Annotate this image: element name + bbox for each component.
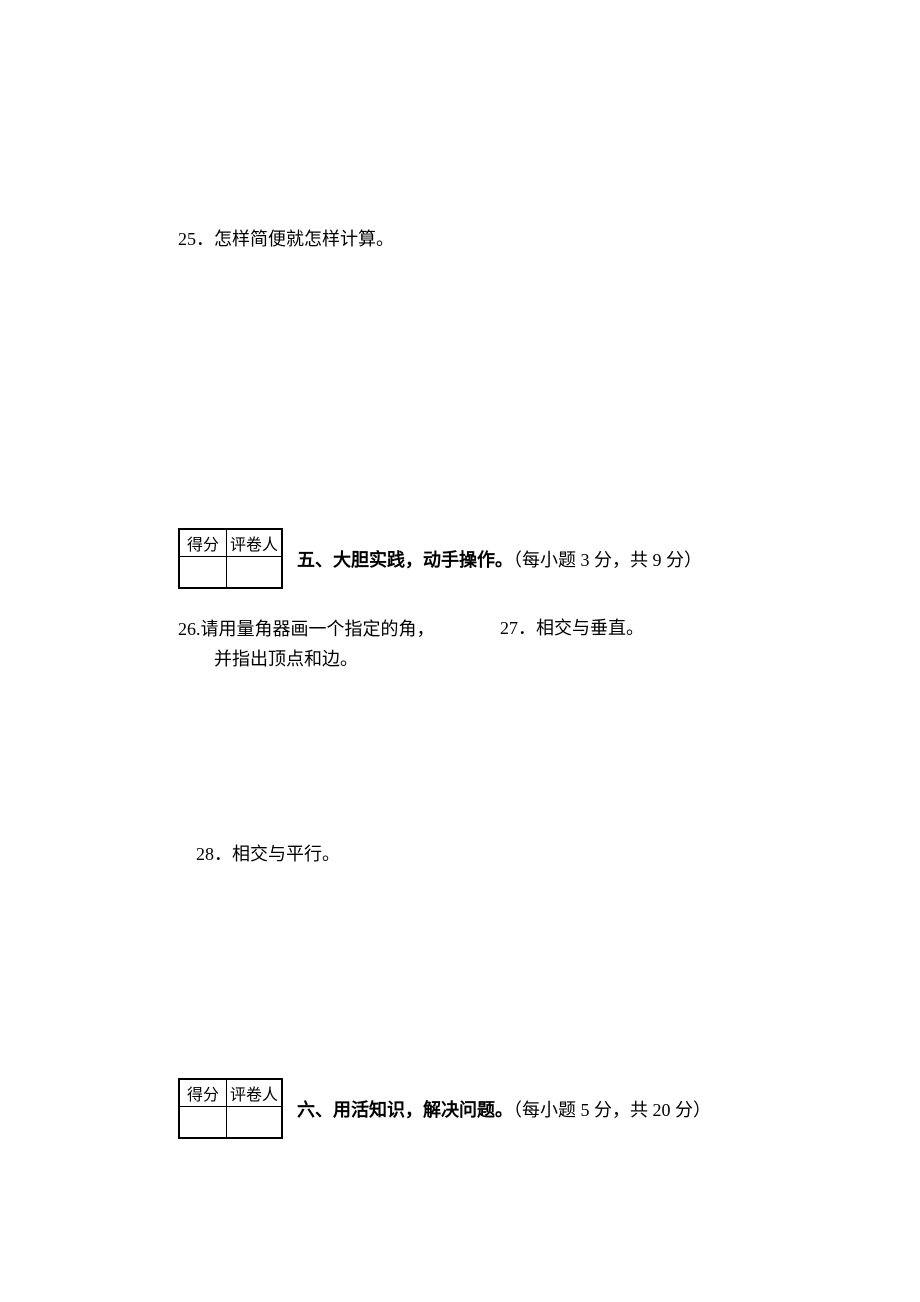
question-27: 27．相交与垂直。 xyxy=(500,614,644,640)
score-value xyxy=(179,557,227,589)
reviewer-value xyxy=(227,557,283,589)
question-26-line2: 并指出顶点和边。 xyxy=(178,644,435,674)
section-5-row: 得分 评卷人 五、大胆实践，动手操作。（每小题 3 分，共 9 分） xyxy=(178,528,702,589)
section-5-title-rest: （每小题 3 分，共 9 分） xyxy=(513,550,702,570)
score-box-section-6: 得分 评卷人 xyxy=(178,1078,283,1139)
section-5-title: 五、大胆实践，动手操作。（每小题 3 分，共 9 分） xyxy=(297,546,702,572)
exam-page: 25．怎样简便就怎样计算。 得分 评卷人 五、大胆实践，动手操作。（每小题 3 … xyxy=(0,0,920,1302)
question-26-line1: 26.请用量角器画一个指定的角， xyxy=(178,614,435,644)
section-6-title-bold: 六、用活知识，解决问题。 xyxy=(297,1100,513,1120)
section-6-title-rest: （每小题 5 分，共 20 分） xyxy=(513,1100,711,1120)
reviewer-value xyxy=(227,1107,283,1139)
score-label: 得分 xyxy=(179,1079,227,1107)
question-26: 26.请用量角器画一个指定的角， 并指出顶点和边。 xyxy=(178,614,435,674)
section-6-row: 得分 评卷人 六、用活知识，解决问题。（每小题 5 分，共 20 分） xyxy=(178,1078,711,1139)
section-5-title-bold: 五、大胆实践，动手操作。 xyxy=(297,550,513,570)
question-25: 25．怎样简便就怎样计算。 xyxy=(178,225,394,251)
score-label: 得分 xyxy=(179,529,227,557)
reviewer-label: 评卷人 xyxy=(227,529,283,557)
reviewer-label: 评卷人 xyxy=(227,1079,283,1107)
score-box-section-5: 得分 评卷人 xyxy=(178,528,283,589)
score-value xyxy=(179,1107,227,1139)
section-6-title: 六、用活知识，解决问题。（每小题 5 分，共 20 分） xyxy=(297,1096,711,1122)
question-28: 28．相交与平行。 xyxy=(196,840,340,866)
